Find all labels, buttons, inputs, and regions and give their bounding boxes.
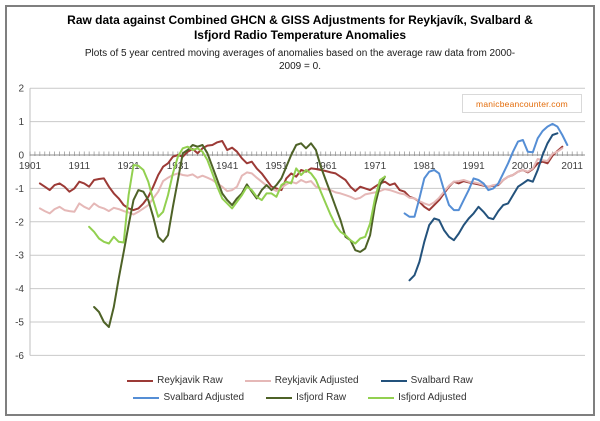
x-axis-tick-label: 1981	[413, 161, 436, 172]
legend-swatch-isfjord-raw	[266, 396, 293, 399]
legend-label-isfjord-adjusted: Isfjord Adjusted	[398, 392, 467, 403]
y-axis-tick-label: 1	[18, 117, 24, 128]
plot-area: 2 1 0 -1 -2 -3 -4 -5 -6 1901 1911 1921 1931 1941 1951 1…	[0, 82, 600, 382]
y-axis-tick-label: -5	[15, 318, 24, 329]
legend-label-isfjord-raw: Isfjord Raw	[296, 392, 347, 403]
legend-label-reykjavik-raw: Reykjavik Raw	[157, 375, 223, 386]
x-axis-tick-label: 1971	[364, 161, 387, 172]
legend-swatch-svalbard-adjusted	[133, 396, 160, 399]
watermark-badge: manicbeancounter.com	[462, 94, 582, 113]
watermark-text: manicbeancounter.com	[476, 98, 568, 109]
x-axis-tick-label: 1951	[265, 161, 288, 172]
legend-label-svalbard-adjusted: Svalbard Adjusted	[163, 392, 245, 403]
y-axis-tick-label: -2	[15, 217, 24, 228]
y-axis-tick-label: -1	[15, 184, 24, 195]
legend-item-reykjavik-adjusted: Reykjavik Adjusted	[244, 375, 359, 386]
x-axis-tick-label: 1991	[462, 161, 485, 172]
series-svalbard-raw	[408, 132, 559, 282]
legend-label-svalbard-raw: Svalbard Raw	[410, 375, 473, 386]
y-axis-tick-label: 2	[18, 84, 24, 95]
legend-label-reykjavik-adjusted: Reykjavik Adjusted	[274, 375, 359, 386]
x-axis-tick-label: 2001	[512, 161, 535, 172]
legend-item-isfjord-raw: Isfjord Raw	[266, 392, 346, 403]
series-isfjord-adjusted	[88, 145, 386, 245]
legend: Reykjavik Raw Reykjavik Adjusted Svalbard …	[0, 375, 600, 403]
legend-swatch-reykjavik-adjusted	[244, 379, 271, 382]
chart-title: Raw data against Combined GHCN & GISS Ad…	[67, 13, 533, 42]
legend-swatch-isfjord-adjusted	[368, 396, 395, 399]
legend-swatch-reykjavik-raw	[127, 379, 154, 382]
series-reykjavik-adjusted	[38, 147, 564, 216]
x-axis-tick-label: 2011	[561, 161, 583, 172]
legend-item-svalbard-adjusted: Svalbard Adjusted	[133, 392, 244, 403]
legend-row-1: Reykjavik Raw Reykjavik Adjusted Svalbard …	[116, 375, 484, 386]
chart-subtitle: Plots of 5 year centred moving averages …	[84, 48, 516, 72]
y-axis-tick-label: 0	[18, 151, 24, 162]
legend-swatch-svalbard-raw	[380, 379, 407, 382]
y-axis-tick-label: -6	[15, 351, 24, 362]
x-axis-tick-label: 1941	[216, 161, 239, 172]
legend-item-isfjord-adjusted: Isfjord Adjusted	[368, 392, 467, 403]
x-axis-tick-label: 1961	[315, 161, 338, 172]
x-axis-tick-label: 1911	[69, 161, 91, 172]
legend-item-reykjavik-raw: Reykjavik Raw	[127, 375, 223, 386]
y-axis-tick-label: -4	[15, 284, 24, 295]
x-axis-tick-label: 1931	[167, 161, 190, 172]
legend-item-svalbard-raw: Svalbard Raw	[380, 375, 473, 386]
series-isfjord-raw	[93, 142, 386, 328]
series-svalbard-adjusted	[403, 122, 569, 218]
plot-svg: 2 1 0 -1 -2 -3 -4 -5 -6 1901 1911 1921 1931 1941 1951 1…	[15, 84, 585, 362]
x-axis-tick-label: 1901	[19, 161, 42, 172]
x-axis-tick-label: 1921	[117, 161, 140, 172]
y-axis-tick-label: -3	[15, 251, 24, 262]
legend-row-2: Svalbard Adjusted Isfjord Raw Isfjord Adju…	[122, 392, 477, 403]
